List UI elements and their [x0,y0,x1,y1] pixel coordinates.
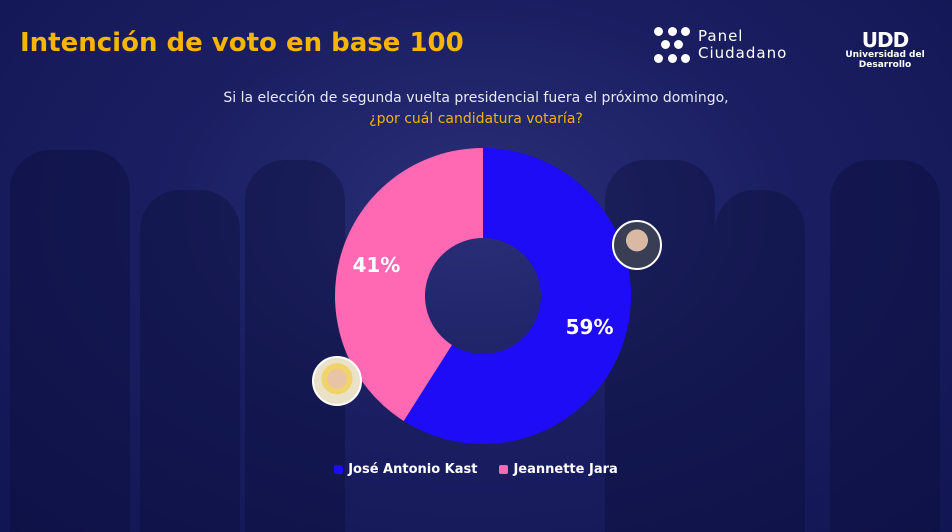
udd-name: Universidad del Desarrollo [845,50,925,70]
question-line2: ¿por cuál candidatura votaría? [369,111,583,127]
background-figure [245,160,345,532]
background-figure [605,160,715,532]
data-label-jara: 41% [352,253,400,277]
udd-logo: UDD Universidad del Desarrollo [818,30,952,70]
background-figure [830,160,940,532]
logo-text: Panel [698,27,744,45]
udd-mark: UDD [861,28,909,52]
kast-avatar [612,220,662,270]
legend-item-kast: José Antonio Kast [334,462,477,477]
legend-swatch [334,465,344,474]
page-title: Intención de voto en base 100 [20,28,464,58]
legend: José Antonio Kast Jeannette Jara [0,462,952,477]
donut-slice-jara [334,148,483,421]
legend-swatch [499,465,509,474]
donut-slice-kast [403,148,631,444]
jara-avatar [312,356,362,406]
panel-ciudadano-dots-icon [654,27,690,63]
question-line1: Si la elección de segunda vuelta preside… [223,90,729,106]
background-figure [715,190,805,532]
legend-label: Jeannette Jara [513,462,618,477]
background-figure [140,190,240,532]
legend-label: José Antonio Kast [348,462,478,477]
background-figure [10,150,130,532]
legend-item-jara: Jeannette Jara [499,462,618,477]
logo-text: Ciudadano [698,44,788,62]
data-label-kast: 59% [566,315,614,339]
panel-ciudadano-logo: Panel Ciudadano [654,27,787,63]
